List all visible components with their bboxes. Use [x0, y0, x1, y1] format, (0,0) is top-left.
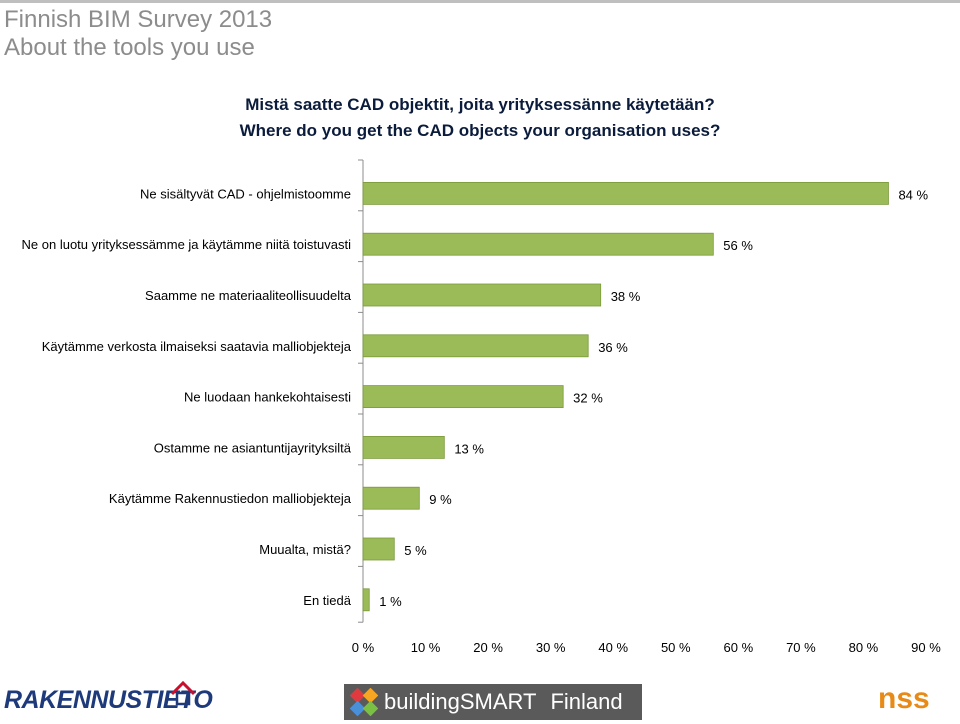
buildingsmart-mark-icon: [350, 688, 378, 716]
chart-subtitle: Where do you get the CAD objects your or…: [239, 121, 721, 140]
logo-buildingsmart-text: buildingSMART: [384, 689, 537, 714]
logo-buildingsmart: buildingSMART Finland: [344, 684, 642, 720]
slide-title-line2: About the tools you use: [4, 34, 255, 61]
data-label: 36 %: [598, 340, 628, 355]
top-rule: [0, 0, 960, 3]
data-label: 1 %: [379, 594, 402, 609]
x-tick-label: 30 %: [536, 640, 566, 655]
bar: [362, 537, 395, 561]
x-tick-label: 20 %: [473, 640, 503, 655]
category-label: Muualta, mistä?: [259, 542, 351, 557]
category-label: Ne on luotu yrityksessämme ja käytämme n…: [22, 237, 352, 252]
data-label: 56 %: [723, 238, 753, 253]
chart-title: Mistä saatte CAD objektit, joita yrityks…: [245, 95, 715, 114]
category-label: Käytämme verkosta ilmaiseksi saatavia ma…: [42, 339, 352, 354]
data-label: 13 %: [454, 441, 484, 456]
category-label: Ne sisältyvät CAD - ohjelmistoomme: [140, 186, 351, 201]
data-label: 38 %: [611, 289, 641, 304]
x-tick-label: 80 %: [849, 640, 879, 655]
bar: [362, 486, 420, 510]
bar: [362, 588, 370, 612]
slide-title: Finnish BIM Survey 2013 About the tools …: [4, 6, 272, 62]
category-label: Ne luodaan hankekohtaisesti: [184, 390, 351, 405]
house-roof-icon: [170, 680, 196, 706]
data-label: 84 %: [898, 187, 928, 202]
logo-nss: nss: [878, 682, 930, 715]
footer-logos: RAKENNUSTIETO buildingSMART Finland nss: [0, 678, 960, 724]
x-tick-label: 50 %: [661, 640, 691, 655]
data-label: 32 %: [573, 391, 603, 406]
logo-finland-text: Finland: [550, 689, 623, 714]
data-label: 9 %: [429, 492, 452, 507]
bar: [362, 334, 589, 358]
bar-chart: Ne sisältyvät CAD - ohjelmistoomme 84 % Ne…: [22, 159, 941, 655]
x-tick-label: 10 %: [411, 640, 441, 655]
category-label: Saamme ne materiaaliteollisuudelta: [145, 288, 352, 303]
category-label: Käytämme Rakennustiedon malliobjekteja: [109, 491, 352, 506]
bar: [362, 232, 714, 256]
bar: [362, 283, 602, 307]
x-tick-label: 60 %: [724, 640, 754, 655]
slide-title-line1: Finnish BIM Survey 2013: [4, 6, 273, 33]
x-tick-label: 70 %: [786, 640, 816, 655]
logo-rakennustieto: RAKENNUSTIETO: [4, 680, 213, 715]
category-label: Ostamme ne asiantuntijayrityksiltä: [154, 440, 352, 455]
x-tick-label: 90 %: [911, 640, 941, 655]
bar: [362, 385, 564, 409]
category-label: En tiedä: [303, 593, 351, 608]
bar: [362, 435, 445, 459]
data-label: 5 %: [404, 543, 427, 558]
x-tick-label: 0 %: [352, 640, 375, 655]
x-tick-label: 40 %: [598, 640, 628, 655]
bar: [362, 182, 889, 205]
